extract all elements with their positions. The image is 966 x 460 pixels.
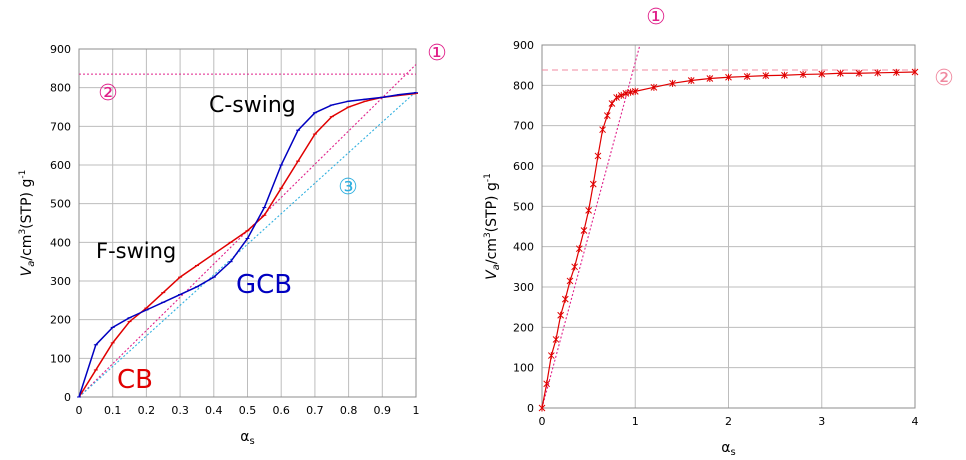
y-tick-label: 200 bbox=[513, 321, 534, 334]
reference-line-label: ① bbox=[427, 41, 447, 66]
y-tick-label: 600 bbox=[513, 160, 534, 173]
reference-line-label: ② bbox=[934, 66, 954, 91]
data-point bbox=[892, 68, 900, 76]
x-axis-label: αs bbox=[721, 440, 735, 458]
plot-frame bbox=[541, 44, 916, 409]
series-line-isotherm bbox=[541, 71, 916, 409]
y-tick-label: 400 bbox=[50, 236, 71, 249]
y-tick-label: 300 bbox=[50, 275, 71, 288]
data-point bbox=[585, 206, 592, 214]
x-axis-label: αs bbox=[240, 429, 254, 447]
data-point bbox=[571, 263, 578, 271]
x-tick-label: 4 bbox=[912, 415, 919, 428]
data-point bbox=[599, 126, 606, 134]
x-tick-label: 0.2 bbox=[138, 404, 156, 417]
annotation-f-swing: F-swing bbox=[96, 239, 176, 263]
data-point bbox=[837, 69, 844, 77]
y-tick-label: 700 bbox=[513, 120, 534, 133]
reference-line-label: ② bbox=[98, 81, 118, 106]
data-point bbox=[566, 277, 574, 285]
x-tick-label: 1 bbox=[413, 404, 420, 417]
data-point bbox=[762, 72, 770, 80]
reference-line-label: ③ bbox=[338, 175, 358, 200]
data-point bbox=[669, 79, 676, 87]
annotation-gcb: GCB bbox=[236, 270, 292, 300]
data-point bbox=[799, 70, 807, 78]
x-tick-label: 3 bbox=[818, 415, 825, 428]
y-tick-label: 100 bbox=[513, 362, 534, 375]
x-tick-label: 0.3 bbox=[171, 404, 189, 417]
y-tick-label: 900 bbox=[50, 43, 71, 56]
data-point bbox=[538, 404, 546, 412]
x-tick-label: 0.1 bbox=[104, 404, 122, 417]
data-point bbox=[552, 335, 560, 343]
data-point bbox=[575, 245, 583, 253]
x-tick-label: 0 bbox=[539, 415, 546, 428]
plot-frame bbox=[78, 48, 417, 398]
data-point bbox=[580, 227, 588, 235]
chart-right-plot: 0 1 2 3 4 0 100 200 300 400 500 600 700 800 900 αs Va/cm… bbox=[483, 5, 954, 458]
x-tick-label: 0.7 bbox=[306, 404, 324, 417]
data-point bbox=[557, 311, 565, 319]
data-point bbox=[687, 76, 695, 84]
data-point bbox=[603, 112, 611, 120]
data-point bbox=[650, 83, 658, 91]
y-tick-label: 600 bbox=[50, 159, 71, 172]
annotation-cb: CB bbox=[117, 365, 153, 395]
annotation-c-swing: C-swing bbox=[209, 93, 296, 118]
reference-line-label: ① bbox=[646, 5, 666, 30]
x-tick-label: 0.5 bbox=[239, 404, 257, 417]
data-point bbox=[594, 152, 602, 160]
x-tick-label: 0 bbox=[76, 404, 83, 417]
y-tick-label: 900 bbox=[513, 39, 534, 52]
data-point bbox=[613, 93, 620, 101]
y-tick-label: 700 bbox=[50, 120, 71, 133]
y-tick-label: 500 bbox=[513, 200, 534, 213]
y-tick-label: 0 bbox=[64, 391, 71, 404]
y-tick-label: 800 bbox=[513, 79, 534, 92]
y-tick-label: 500 bbox=[50, 198, 71, 211]
reference-line bbox=[541, 44, 641, 409]
data-point bbox=[781, 71, 788, 79]
y-axis-label: Va/cm3(STP) g-1 bbox=[483, 173, 502, 280]
x-tick-label: 0.8 bbox=[340, 404, 358, 417]
y-tick-label: 300 bbox=[513, 281, 534, 294]
y-axis-label: Va/cm3(STP) g-1 bbox=[18, 170, 37, 277]
y-tick-label: 0 bbox=[527, 402, 534, 415]
data-point bbox=[725, 73, 732, 81]
data-point bbox=[561, 295, 569, 303]
y-tick-label: 400 bbox=[513, 241, 534, 254]
chart-left-plot: 0 0.1 0.2 0.3 0.4 0.5 0.6 0.7 0.8 0.9 1 0 100 200 300 4… bbox=[18, 41, 447, 447]
x-tick-label: 0.9 bbox=[374, 404, 392, 417]
data-point bbox=[617, 91, 625, 99]
x-tick-label: 2 bbox=[725, 415, 732, 428]
data-point bbox=[543, 380, 551, 388]
x-tick-label: 1 bbox=[632, 415, 639, 428]
data-point bbox=[589, 180, 597, 188]
y-tick-label: 100 bbox=[50, 352, 71, 365]
x-tick-label: 0.6 bbox=[272, 404, 290, 417]
y-tick-label: 200 bbox=[50, 314, 71, 327]
data-point bbox=[874, 69, 882, 77]
x-tick-label: 0.4 bbox=[205, 404, 223, 417]
data-point bbox=[743, 72, 751, 80]
data-point bbox=[818, 70, 826, 78]
y-tick-label: 800 bbox=[50, 82, 71, 95]
data-point bbox=[631, 87, 639, 95]
data-point bbox=[911, 68, 919, 76]
data-point bbox=[855, 69, 863, 77]
data-point bbox=[608, 99, 616, 107]
data-point bbox=[706, 74, 714, 82]
data-point bbox=[547, 352, 555, 360]
